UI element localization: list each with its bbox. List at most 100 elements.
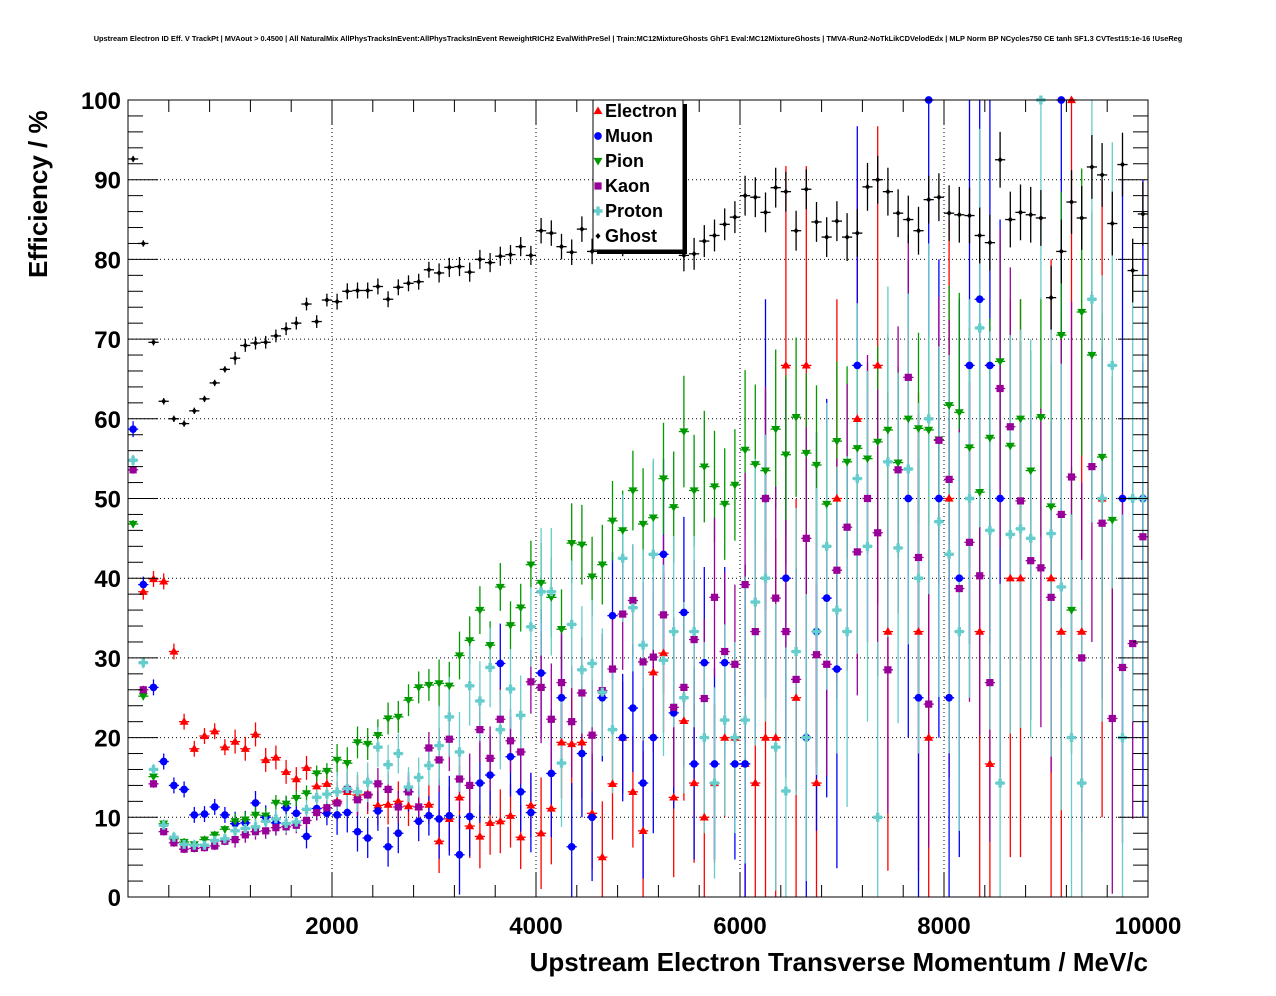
ghost-point — [1109, 220, 1115, 227]
pion-point — [1005, 442, 1015, 451]
ghost-point — [936, 194, 942, 201]
kaon-point — [1057, 510, 1065, 519]
muon-point — [986, 361, 994, 370]
proton-point — [240, 823, 250, 833]
chart-title: Upstream Electron ID Eff. V TrackPt | MV… — [93, 34, 1183, 43]
kaon-point — [812, 651, 821, 659]
electron-point — [883, 627, 893, 635]
ghost-point — [712, 232, 717, 239]
muon-point — [945, 693, 953, 702]
pion-point — [383, 715, 393, 723]
pion-point — [944, 402, 954, 410]
pion-point — [128, 520, 138, 529]
pion-point — [322, 767, 332, 776]
electron-point — [291, 774, 301, 783]
proton-point — [281, 819, 291, 829]
proton-point — [801, 733, 811, 743]
y-tick-label: 40 — [94, 566, 121, 593]
pion-point — [852, 445, 862, 453]
muon-point — [496, 659, 505, 668]
electron-point — [1016, 573, 1025, 582]
electron-point — [638, 826, 648, 834]
kaon-point — [731, 660, 739, 668]
muon-point — [455, 850, 464, 859]
muon-point — [527, 808, 535, 817]
y-tick-label: 10 — [94, 805, 121, 832]
ghost-point — [732, 214, 738, 221]
ghost-point — [304, 301, 309, 308]
pion-point — [1026, 467, 1036, 476]
muon-point — [302, 832, 311, 841]
proton-point — [200, 840, 209, 850]
pion-point — [1097, 453, 1107, 462]
proton-point — [893, 543, 903, 553]
proton-point — [903, 464, 913, 474]
proton-point — [1005, 529, 1015, 539]
muon-point — [690, 760, 698, 768]
pion-legend-marker — [593, 157, 603, 166]
muon-point — [394, 829, 403, 838]
kaon-point — [935, 436, 943, 444]
proton-point — [577, 665, 587, 675]
muon-point — [904, 494, 913, 503]
pion-point — [251, 811, 260, 820]
proton-point — [628, 603, 638, 613]
proton-point — [210, 835, 220, 845]
kaon-point — [925, 700, 933, 708]
electron-point — [138, 587, 148, 595]
electron-point — [852, 414, 862, 422]
kaon-point — [721, 647, 729, 656]
muon-point — [669, 709, 678, 717]
muon-point — [975, 295, 984, 304]
pion-point — [1067, 606, 1076, 615]
muon-point — [200, 810, 209, 818]
ghost-point — [518, 243, 524, 250]
pion-point — [893, 459, 903, 468]
kaon-point — [231, 836, 239, 844]
kaon-point — [323, 804, 331, 812]
pion-point — [659, 475, 668, 484]
pion-point — [985, 434, 995, 443]
proton-point — [1077, 778, 1087, 788]
ghost-point — [202, 395, 207, 402]
pion-point — [618, 527, 628, 535]
kaon-point — [384, 785, 392, 794]
kaon-point — [476, 726, 484, 734]
ghost-point — [497, 253, 503, 260]
pion-point — [995, 358, 1005, 366]
pion-point — [710, 483, 719, 492]
electron-point — [975, 627, 985, 635]
ghost-point — [181, 420, 187, 427]
proton-point — [954, 627, 964, 637]
legend: Electron Muon Pion Kaon Proton Ghost — [592, 99, 687, 254]
pion-point — [699, 463, 709, 472]
ghost-point — [263, 339, 269, 346]
y-tick-labels: 0 10 20 30 40 50 60 70 80 90 100 — [81, 88, 121, 912]
proton-point — [322, 789, 332, 799]
pion-point — [434, 680, 444, 688]
electron-point — [159, 576, 169, 585]
y-tick-label: 60 — [94, 407, 121, 434]
pion-point — [1107, 516, 1117, 525]
ghost-point — [293, 320, 299, 327]
pion-point — [822, 500, 832, 509]
electron-point — [699, 812, 709, 821]
kaon-point — [425, 744, 433, 752]
muon-point — [180, 785, 188, 794]
ghost-point — [406, 280, 411, 287]
pion-point — [444, 682, 454, 691]
electron-point — [475, 831, 485, 840]
kaon-point — [833, 566, 841, 574]
ghost-point — [222, 366, 228, 373]
muon-point — [720, 658, 729, 667]
electron-point — [465, 821, 475, 830]
ghost-point — [1069, 199, 1074, 206]
proton-point — [679, 693, 689, 703]
kaon-point — [700, 694, 708, 703]
kaon-point — [1027, 557, 1035, 565]
muon-point — [537, 669, 545, 677]
electron-point — [302, 763, 311, 772]
proton-point — [638, 640, 648, 650]
electron-point — [873, 360, 883, 369]
electron-point — [169, 647, 179, 655]
